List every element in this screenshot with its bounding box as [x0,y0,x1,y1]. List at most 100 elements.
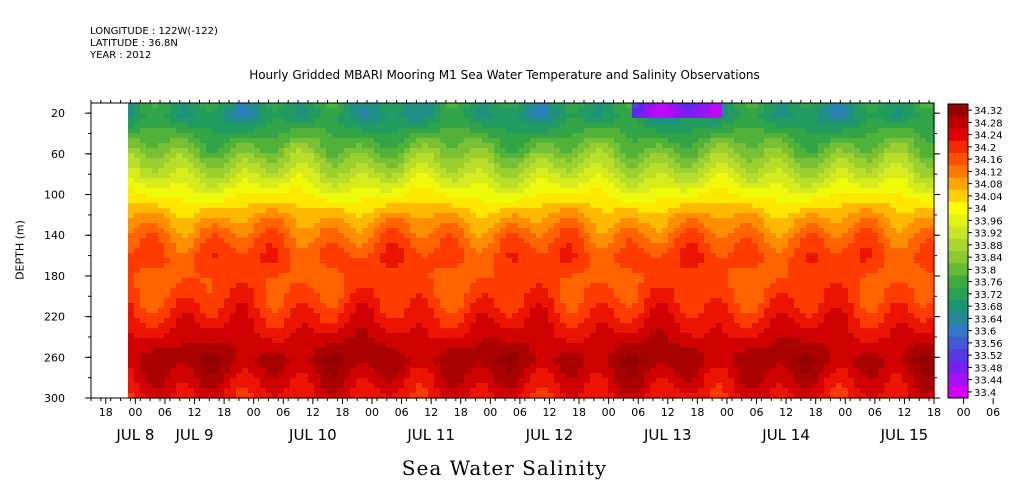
heatmap-cell [560,128,567,134]
heatmap-cell [272,218,279,224]
heatmap-cell [314,308,321,314]
heatmap-cell [248,343,255,349]
heatmap-cell [368,208,375,214]
heatmap-cell [350,338,357,344]
heatmap-cell [140,133,147,139]
heatmap-cell [398,213,405,219]
heatmap-cell [578,203,585,209]
heatmap-cell [422,223,429,229]
heatmap-cell [536,338,543,344]
heatmap-cell [320,378,327,384]
heatmap-cell [470,113,477,119]
heatmap-cell [326,123,333,129]
heatmap-cell [188,108,195,114]
heatmap-cell [290,228,297,234]
heatmap-cell [428,353,435,359]
heatmap-cell [128,118,135,124]
heatmap-cell [404,273,411,279]
heatmap-cell [134,333,141,339]
heatmap-cell [614,388,621,394]
heatmap-cell [620,333,627,339]
heatmap-cell [566,253,573,259]
heatmap-cell [308,263,315,269]
heatmap-cell [620,228,627,234]
heatmap-cell [332,108,339,114]
heatmap-cell [374,308,381,314]
heatmap-cell [206,293,213,299]
heatmap-cell [524,298,531,304]
heatmap-cell [344,323,351,329]
heatmap-cell [554,238,561,244]
heatmap-cell [284,278,291,284]
heatmap-cell [542,128,549,134]
heatmap-cell [578,338,585,344]
heatmap-cell [338,363,345,369]
heatmap-cell [542,148,549,154]
heatmap-cell [392,193,399,199]
heatmap-cell [632,223,639,229]
heatmap-cell [458,223,465,229]
heatmap-cell [452,338,459,344]
heatmap-cell [602,313,609,319]
heatmap-cell [200,183,207,189]
heatmap-cell [224,268,231,274]
heatmap-cell [128,243,135,249]
heatmap-cell [158,338,165,344]
heatmap-cell [476,103,483,109]
heatmap-cell [266,203,273,209]
heatmap-cell [272,153,279,159]
heatmap-cell [590,163,597,169]
heatmap-cell [284,268,291,274]
heatmap-cell [464,233,471,239]
heatmap-cell [470,228,477,234]
heatmap-cell [194,343,201,349]
heatmap-cell [524,223,531,229]
heatmap-cell [296,168,303,174]
heatmap-cell [614,268,621,274]
heatmap-cell [398,153,405,159]
heatmap-cell [206,358,213,364]
heatmap-cell [470,163,477,169]
heatmap-cell [434,123,441,129]
heatmap-cell [374,358,381,364]
heatmap-cell [128,188,135,194]
heatmap-cell [350,378,357,384]
heatmap-cell [362,358,369,364]
heatmap-cell [464,198,471,204]
heatmap-cell [416,303,423,309]
heatmap-cell [548,363,555,369]
heatmap-cell [464,128,471,134]
heatmap-cell [152,393,159,399]
heatmap-cell [290,263,297,269]
heatmap-cell [548,238,555,244]
heatmap-cell [566,388,573,394]
heatmap-cell [560,383,567,389]
heatmap-cell [128,383,135,389]
heatmap-cell [620,353,627,359]
heatmap-cell [458,113,465,119]
heatmap-cell [416,278,423,284]
heatmap-cell [224,358,231,364]
heatmap-cell [428,298,435,304]
heatmap-cell [146,208,153,214]
heatmap-cell [230,128,237,134]
heatmap-cell [218,378,225,384]
heatmap-cell [602,118,609,124]
heatmap-cell [620,298,627,304]
heatmap-cell [332,168,339,174]
heatmap-cell [494,148,501,154]
heatmap-cell [596,288,603,294]
heatmap-cell [248,248,255,254]
heatmap-cell [488,173,495,179]
heatmap-cell [428,143,435,149]
heatmap-cell [260,168,267,174]
heatmap-cell [290,303,297,309]
heatmap-cell [356,373,363,379]
heatmap-cell [260,318,267,324]
heatmap-cell [482,268,489,274]
heatmap-cell [368,123,375,129]
heatmap-cell [404,118,411,124]
heatmap-cell [410,288,417,294]
heatmap-cell [626,258,633,264]
heatmap-cell [434,328,441,334]
